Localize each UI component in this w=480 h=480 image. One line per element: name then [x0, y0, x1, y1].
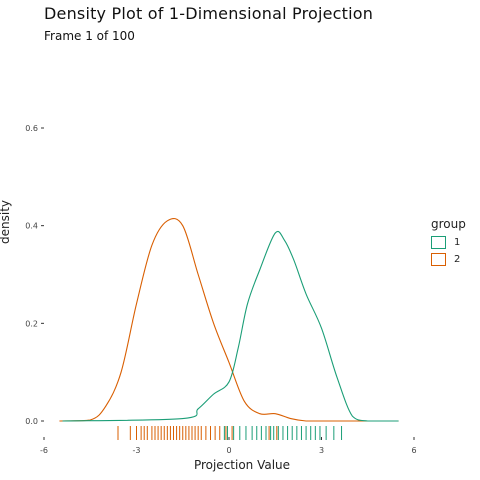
density-curve-group-1	[62, 230, 399, 422]
y-axis-label: density	[0, 200, 12, 244]
density-curve-group-2	[59, 217, 399, 422]
x-tick-label: 3	[319, 446, 324, 455]
x-tick-label: -3	[133, 446, 141, 455]
legend-label-group-2: 2	[454, 254, 461, 265]
y-tick-label: 0.0	[25, 417, 38, 426]
legend-title: group	[431, 217, 466, 231]
legend: group 1 2	[431, 217, 466, 268]
x-tick-label: -6	[40, 446, 48, 455]
x-tick-label: 6	[411, 446, 416, 455]
y-tick-label: 0.6	[25, 124, 38, 133]
legend-key-group-1	[431, 236, 446, 249]
y-tick-label: 0.4	[25, 222, 38, 231]
legend-item-group-2: 2	[431, 251, 466, 268]
x-tick-label: 0	[226, 446, 231, 455]
chart-title: Density Plot of 1-Dimensional Projection	[44, 4, 374, 23]
y-tick-label: 0.2	[25, 319, 38, 328]
chart-subtitle: Frame 1 of 100	[44, 29, 135, 43]
x-axis-label: Projection Value	[193, 458, 291, 472]
legend-key-group-2	[431, 253, 446, 266]
legend-label-group-1: 1	[454, 237, 461, 248]
legend-item-group-1: 1	[431, 234, 466, 251]
